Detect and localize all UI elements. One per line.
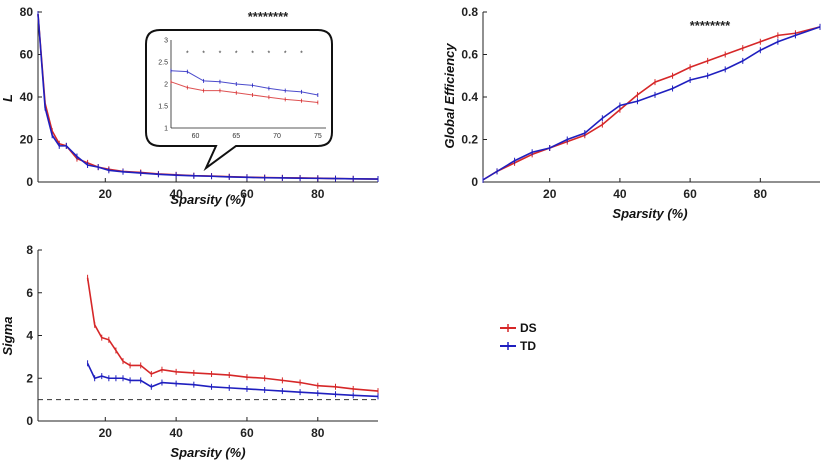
inset-ytick-label: 1.5 (158, 104, 168, 111)
inset-ytick-label: 3 (164, 38, 168, 45)
L-significance-stars: ******** (248, 9, 289, 24)
GE-ytick-label: 0.8 (461, 5, 478, 19)
L-xlabel: Sparsity (%) (170, 192, 245, 207)
inset-ytick-label: 1 (164, 126, 168, 133)
inset-series-DS (170, 81, 318, 103)
L-ytick-label: 0 (26, 175, 33, 189)
inset-star: * (219, 50, 222, 57)
Sigma-ytick-label: 4 (26, 329, 33, 343)
L-plot: 20 40 60 80 0 20 40 60 80 (20, 5, 379, 201)
inset-xtick-label: 75 (314, 133, 322, 140)
L-xtick-label: 60 (240, 187, 254, 201)
Sigma-xtick-label: 60 (240, 426, 254, 440)
inset-star: * (202, 50, 205, 57)
panel-L: L Sparsity (%) ******** 20 40 60 8002040608… (0, 5, 379, 207)
L-xtick-label: 80 (311, 187, 325, 201)
legend-DS-label: DS (520, 321, 537, 335)
inset-series-TD (170, 70, 318, 96)
inset-star: * (186, 50, 189, 57)
panel-global-efficiency: Global Efficiency Sparsity (%) ******** … (442, 5, 821, 221)
inset-xtick-label: 70 (273, 133, 281, 140)
Sigma-series-TD (86, 362, 379, 398)
L-ytick-label: 20 (20, 133, 34, 147)
L-xtick-label: 40 (169, 187, 183, 201)
Sigma-xtick-label: 20 (99, 426, 113, 440)
L-ylabel: L (0, 94, 15, 102)
L-inset-callout (145, 29, 333, 172)
L-series-TD (37, 14, 379, 180)
GE-ytick-label: 0.2 (461, 133, 478, 147)
L-inset (145, 29, 333, 172)
Sigma-ytick-label: 0 (26, 414, 33, 428)
Sigma-plot: 20 40 60 80 0 2 4 6 8 (26, 243, 379, 440)
inset-star: * (251, 50, 254, 57)
Sigma-ytick-label: 2 (26, 371, 33, 385)
L-ytick-label: 80 (20, 5, 34, 19)
inset-ytick-label: 2.5 (158, 60, 168, 67)
inset-star: * (235, 50, 238, 57)
L-xtick-label: 20 (99, 187, 113, 201)
L-inset-plot: 60 65 70 75 1 1.5 2 2.5 3 * * * * * * * * (158, 38, 326, 140)
Sigma-ytick-label: 6 (26, 286, 33, 300)
GE-xtick-label: 40 (613, 187, 627, 201)
legend-TD-label: TD (520, 339, 536, 353)
GE-significance-stars: ******** (690, 18, 731, 33)
panel-sigma: Sigma Sparsity (%) 20 40 60 80 0 2 4 6 8 (0, 243, 379, 460)
GE-xtick-label: 20 (543, 187, 557, 201)
GE-xtick-label: 80 (754, 187, 768, 201)
GE-ytick-label: 0.4 (461, 90, 478, 104)
GE-ytick-label: 0 (471, 175, 478, 189)
GE-series-DS (482, 26, 821, 181)
inset-star: * (284, 50, 287, 57)
Sigma-ytick-label: 8 (26, 243, 33, 257)
GE-plot: 20 40 60 80 0 0.2 0.4 0.6 0.8 (461, 5, 821, 201)
GE-xtick-label: 60 (683, 187, 697, 201)
GE-ytick-label: 0.6 (461, 48, 478, 62)
inset-ytick-label: 2 (164, 82, 168, 89)
GE-series-TD (482, 26, 821, 181)
inset-xtick-label: 60 (192, 133, 200, 140)
GE-ylabel: Global Efficiency (442, 43, 457, 149)
GE-xlabel: Sparsity (%) (612, 206, 687, 221)
Sigma-xtick-label: 80 (311, 426, 325, 440)
inset-xtick-label: 65 (232, 133, 240, 140)
L-ytick-label: 60 (20, 48, 34, 62)
Sigma-ylabel: Sigma (0, 316, 15, 355)
inset-star: * (268, 50, 271, 57)
L-ytick-label: 40 (20, 90, 34, 104)
legend: DS TD (500, 321, 537, 353)
Sigma-xlabel: Sparsity (%) (170, 445, 245, 460)
Sigma-series-DS (86, 277, 379, 392)
inset-star: * (300, 50, 303, 57)
Sigma-xtick-label: 40 (169, 426, 183, 440)
